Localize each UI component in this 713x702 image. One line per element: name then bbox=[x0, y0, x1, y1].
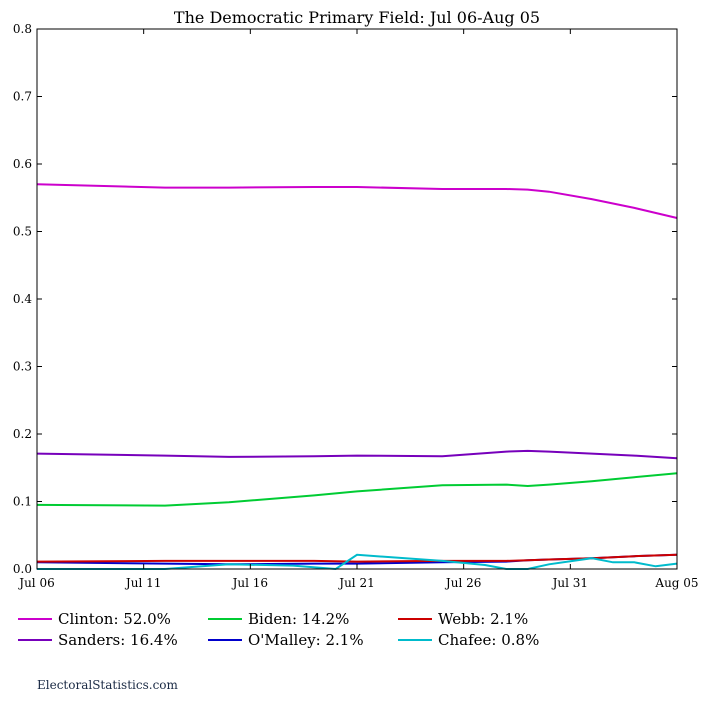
legend-label: Chafee: 0.8% bbox=[438, 631, 540, 649]
legend-swatch bbox=[18, 618, 52, 620]
y-tick-label: 0.7 bbox=[13, 90, 32, 104]
chart-title: The Democratic Primary Field: Jul 06-Aug… bbox=[174, 8, 540, 27]
x-tick-label: Aug 05 bbox=[654, 576, 698, 590]
series-line-biden bbox=[36, 472, 678, 507]
legend-item: O'Malley: 2.1% bbox=[208, 631, 364, 649]
x-tick-label: Jul 26 bbox=[444, 576, 481, 590]
y-axis: 0.0 0.1 0.2 0.3 0.4 0.5 0.6 0.7 0.8 bbox=[13, 22, 677, 576]
series-line-sanders bbox=[36, 449, 678, 460]
legend-item: Biden: 14.2% bbox=[208, 610, 349, 628]
line-chart: The Democratic Primary Field: Jul 06-Aug… bbox=[13, 8, 699, 590]
y-tick-label: 0.6 bbox=[13, 157, 32, 171]
y-tick-label: 0.3 bbox=[13, 360, 32, 374]
legend-label: Clinton: 52.0% bbox=[58, 610, 171, 628]
series-line-webb bbox=[36, 553, 678, 563]
legend-item: Webb: 2.1% bbox=[398, 610, 528, 628]
legend-swatch bbox=[208, 639, 242, 641]
x-tick-label: Jul 11 bbox=[124, 576, 161, 590]
legend-item: Clinton: 52.0% bbox=[18, 610, 171, 628]
legend-swatch bbox=[398, 618, 432, 620]
series-line-clinton bbox=[36, 183, 678, 219]
y-tick-label: 0.5 bbox=[13, 225, 32, 239]
footer-credit: ElectoralStatistics.com bbox=[37, 678, 178, 692]
legend-swatch bbox=[208, 618, 242, 620]
legend-label: Webb: 2.1% bbox=[438, 610, 529, 628]
x-tick-label: Jul 31 bbox=[551, 576, 588, 590]
y-tick-label: 0.1 bbox=[13, 495, 32, 509]
x-tick-label: Jul 06 bbox=[17, 576, 54, 590]
series-line-chafee bbox=[37, 553, 678, 571]
plot-area bbox=[36, 28, 678, 570]
legend-swatch bbox=[398, 639, 432, 641]
legend-label: Sanders: 16.4% bbox=[58, 631, 178, 649]
y-tick-label: 0.2 bbox=[13, 427, 32, 441]
legend-label: O'Malley: 2.1% bbox=[248, 631, 364, 649]
x-tick-label: Jul 21 bbox=[337, 576, 374, 590]
series-lines bbox=[36, 183, 678, 571]
legend-swatch bbox=[18, 639, 52, 641]
y-tick-label: 0.0 bbox=[13, 562, 32, 576]
y-tick-label: 0.4 bbox=[13, 292, 32, 306]
legend-item: Sanders: 16.4% bbox=[18, 631, 178, 649]
x-tick-label: Jul 16 bbox=[231, 576, 268, 590]
x-axis: Jul 06 Jul 11 Jul 16 Jul 21 Jul 26 Jul 31 Aug … bbox=[17, 29, 699, 590]
legend-item: Chafee: 0.8% bbox=[398, 631, 539, 649]
legend-label: Biden: 14.2% bbox=[248, 610, 350, 628]
y-tick-label: 0.8 bbox=[13, 22, 32, 36]
